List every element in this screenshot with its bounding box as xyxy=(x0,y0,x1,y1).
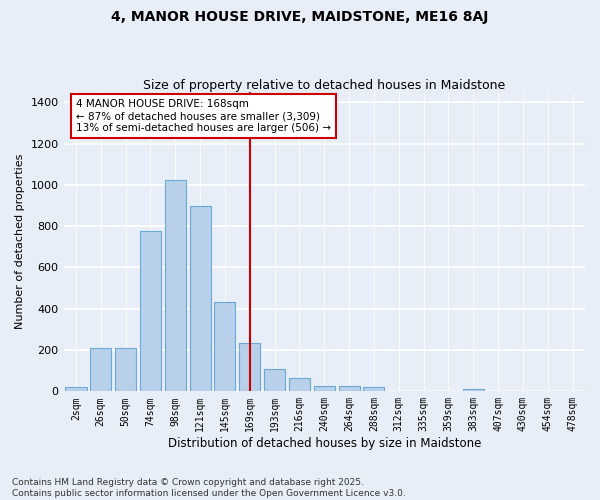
Bar xyxy=(338,386,359,392)
Bar xyxy=(190,206,211,392)
Bar xyxy=(214,302,235,392)
Title: Size of property relative to detached houses in Maidstone: Size of property relative to detached ho… xyxy=(143,79,505,92)
Bar xyxy=(239,343,260,392)
Text: Contains HM Land Registry data © Crown copyright and database right 2025.
Contai: Contains HM Land Registry data © Crown c… xyxy=(12,478,406,498)
Text: 4 MANOR HOUSE DRIVE: 168sqm
← 87% of detached houses are smaller (3,309)
13% of : 4 MANOR HOUSE DRIVE: 168sqm ← 87% of det… xyxy=(76,100,331,132)
Bar xyxy=(140,232,161,392)
Bar xyxy=(165,180,186,392)
Bar xyxy=(65,387,86,392)
X-axis label: Distribution of detached houses by size in Maidstone: Distribution of detached houses by size … xyxy=(167,437,481,450)
Text: 4, MANOR HOUSE DRIVE, MAIDSTONE, ME16 8AJ: 4, MANOR HOUSE DRIVE, MAIDSTONE, ME16 8A… xyxy=(112,10,488,24)
Y-axis label: Number of detached properties: Number of detached properties xyxy=(15,154,25,330)
Bar xyxy=(314,386,335,392)
Bar xyxy=(463,390,484,392)
Bar xyxy=(264,368,285,392)
Bar xyxy=(115,348,136,392)
Bar xyxy=(289,378,310,392)
Bar xyxy=(90,348,112,392)
Bar xyxy=(364,387,385,392)
